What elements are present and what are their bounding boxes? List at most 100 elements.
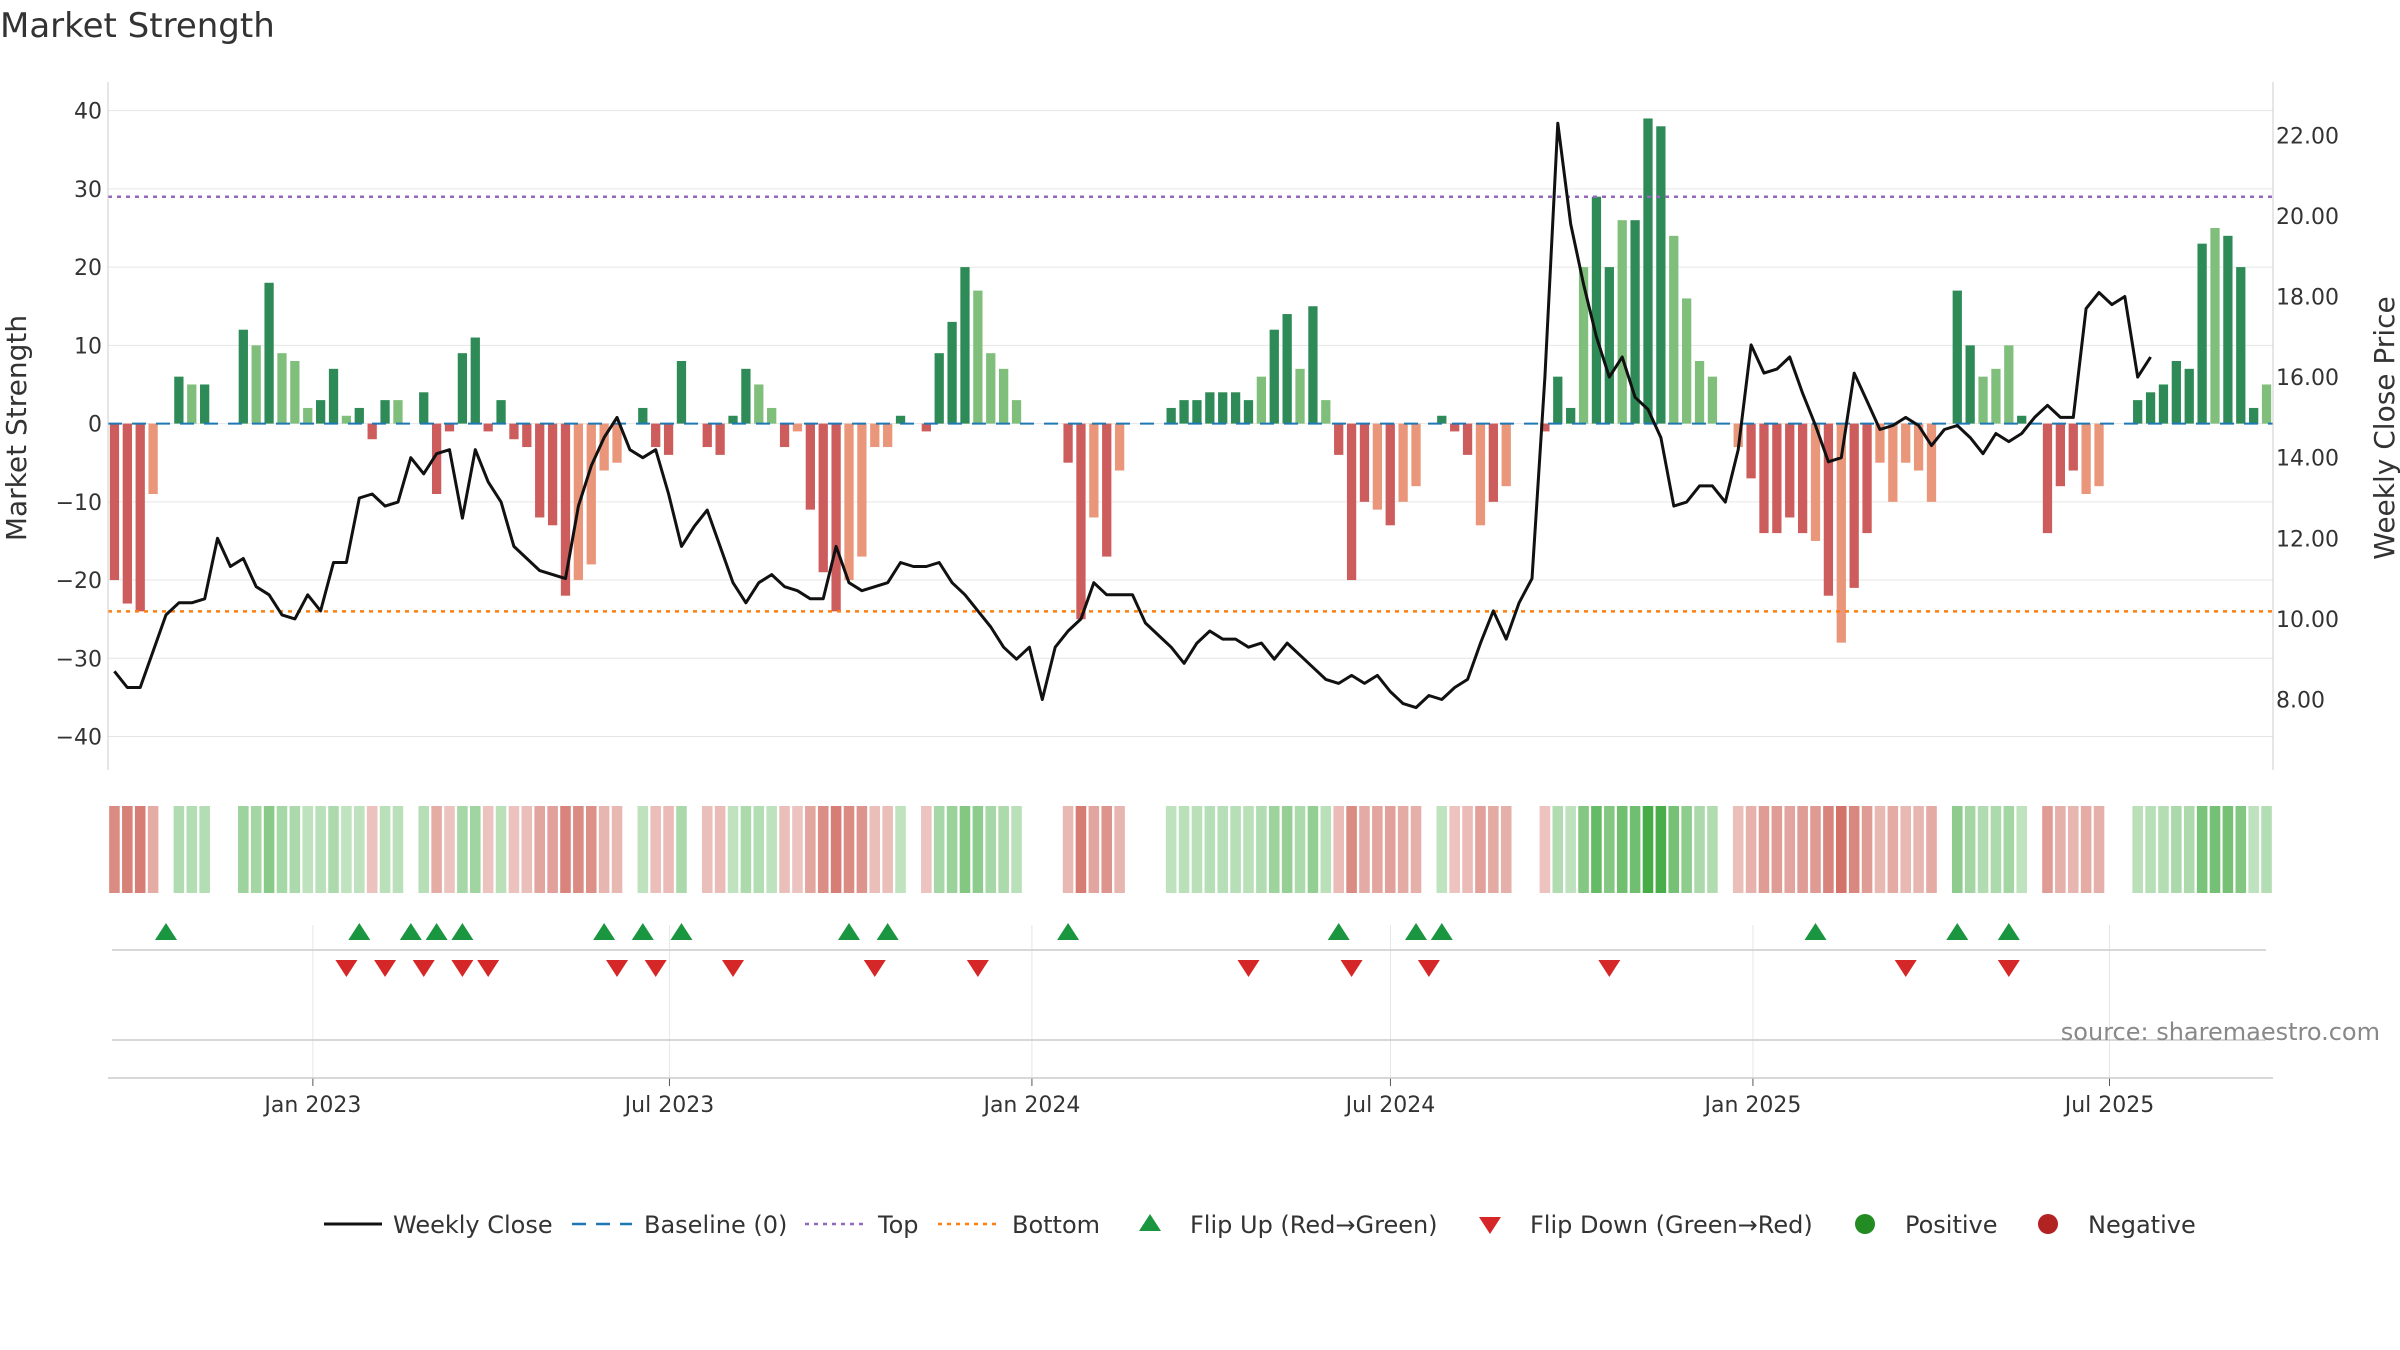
heat-cell	[1771, 806, 1783, 893]
heat-cell	[495, 806, 507, 893]
heat-cell	[1204, 806, 1216, 893]
strength-bar	[1707, 376, 1718, 424]
heat-cell	[134, 806, 146, 893]
flip-markers	[112, 923, 2266, 977]
strength-bar	[354, 407, 364, 424]
heat-cell	[2261, 806, 2272, 893]
strength-bar	[1282, 314, 1292, 424]
strength-bar	[2145, 392, 2156, 424]
flip-down-marker	[1237, 960, 1260, 977]
flip-up-marker	[1804, 923, 1827, 940]
strength-bar	[2094, 423, 2104, 487]
heat-cell	[431, 806, 442, 893]
strength-bar	[419, 392, 429, 424]
heat-cell	[1745, 806, 1757, 893]
heat-cell	[585, 806, 597, 893]
heat-cell	[1977, 806, 1989, 893]
strength-bar	[1385, 423, 1395, 526]
y-tick-label: 30	[74, 178, 102, 203]
flip-down-marker	[863, 960, 886, 977]
heat-cell	[1951, 806, 1963, 893]
strength-bar	[444, 423, 455, 432]
heat-cell	[1913, 806, 1924, 893]
heat-cell	[650, 806, 661, 893]
flip-up-marker	[1327, 923, 1350, 940]
strength-bar	[1166, 407, 1176, 424]
heat-cell	[766, 806, 777, 893]
flip-down-marker	[966, 960, 989, 977]
heat-cell	[1101, 806, 1113, 893]
strength-bar	[1888, 423, 1898, 502]
strength-bar	[2081, 423, 2091, 494]
heat-cell	[573, 806, 584, 893]
strength-bar	[1604, 267, 1614, 424]
strength-bar	[805, 423, 815, 510]
heat-cell	[1732, 806, 1744, 893]
heat-cell	[946, 806, 958, 893]
heat-cell	[998, 806, 1009, 893]
heat-cell	[469, 806, 481, 893]
strength-bar	[934, 353, 944, 424]
strength-bar	[1862, 423, 1872, 534]
legend-label: Top	[877, 1211, 919, 1239]
heat-cell	[856, 806, 868, 893]
strength-bar	[109, 423, 120, 581]
heat-cell	[1707, 806, 1718, 893]
heat-cell	[1797, 806, 1808, 893]
heat-cell	[1346, 806, 1357, 893]
flip-up-marker	[425, 923, 448, 940]
strength-bar	[431, 423, 442, 494]
y2-tick-label: 10.00	[2276, 608, 2339, 633]
y-tick-label: −40	[56, 726, 102, 751]
strength-bar	[2184, 368, 2194, 424]
heat-cell	[753, 806, 765, 893]
legend-label: Positive	[1905, 1211, 1998, 1239]
flip-down-marker	[374, 960, 397, 977]
strength-bar	[315, 400, 326, 424]
strength-bar	[251, 345, 261, 424]
heat-cell	[1384, 806, 1396, 893]
y-tick-label: 20	[74, 256, 102, 281]
heat-cell	[637, 806, 649, 893]
strength-bar	[1566, 407, 1576, 424]
strength-bar	[1437, 415, 1447, 424]
y-tick-label: 40	[74, 100, 102, 125]
strength-bar	[1733, 423, 1743, 448]
strength-bar	[277, 353, 287, 424]
heat-cell	[611, 806, 623, 893]
flip-up-marker	[1057, 923, 1080, 940]
y2-tick-label: 16.00	[2276, 366, 2339, 391]
strength-bar	[1179, 400, 1189, 424]
heat-cell	[1230, 806, 1241, 893]
legend-label: Baseline (0)	[644, 1211, 787, 1239]
x-tick-label: Jul 2024	[1344, 1093, 1436, 1118]
flip-down-marker	[412, 960, 435, 977]
flip-down-marker	[644, 960, 667, 977]
strength-bar	[1810, 423, 1821, 541]
strength-bar	[870, 423, 880, 448]
heat-cell	[1874, 806, 1886, 893]
heat-cell	[1836, 806, 1847, 893]
heat-cell	[1604, 806, 1615, 893]
heat-cell	[238, 806, 249, 893]
strength-bar	[535, 423, 545, 518]
heat-cell	[328, 806, 339, 893]
heat-cell	[444, 806, 455, 893]
strength-bar	[663, 423, 674, 455]
strength-bar	[818, 423, 828, 573]
x-tick-label: Jan 2023	[262, 1093, 361, 1118]
legend-label: Negative	[2088, 1211, 2196, 1239]
heat-cell	[147, 806, 159, 893]
weekly-close-path	[113, 121, 2152, 710]
heat-cell	[1359, 806, 1370, 893]
heat-cell	[895, 806, 906, 893]
strength-bar	[831, 423, 841, 612]
strength-bar	[328, 368, 339, 424]
heat-cell	[122, 806, 133, 893]
heat-cell	[676, 806, 687, 893]
heat-cell	[2132, 806, 2143, 893]
strength-bar	[1785, 423, 1795, 518]
heat-cell	[457, 806, 468, 893]
strength-bar	[1501, 423, 1511, 487]
